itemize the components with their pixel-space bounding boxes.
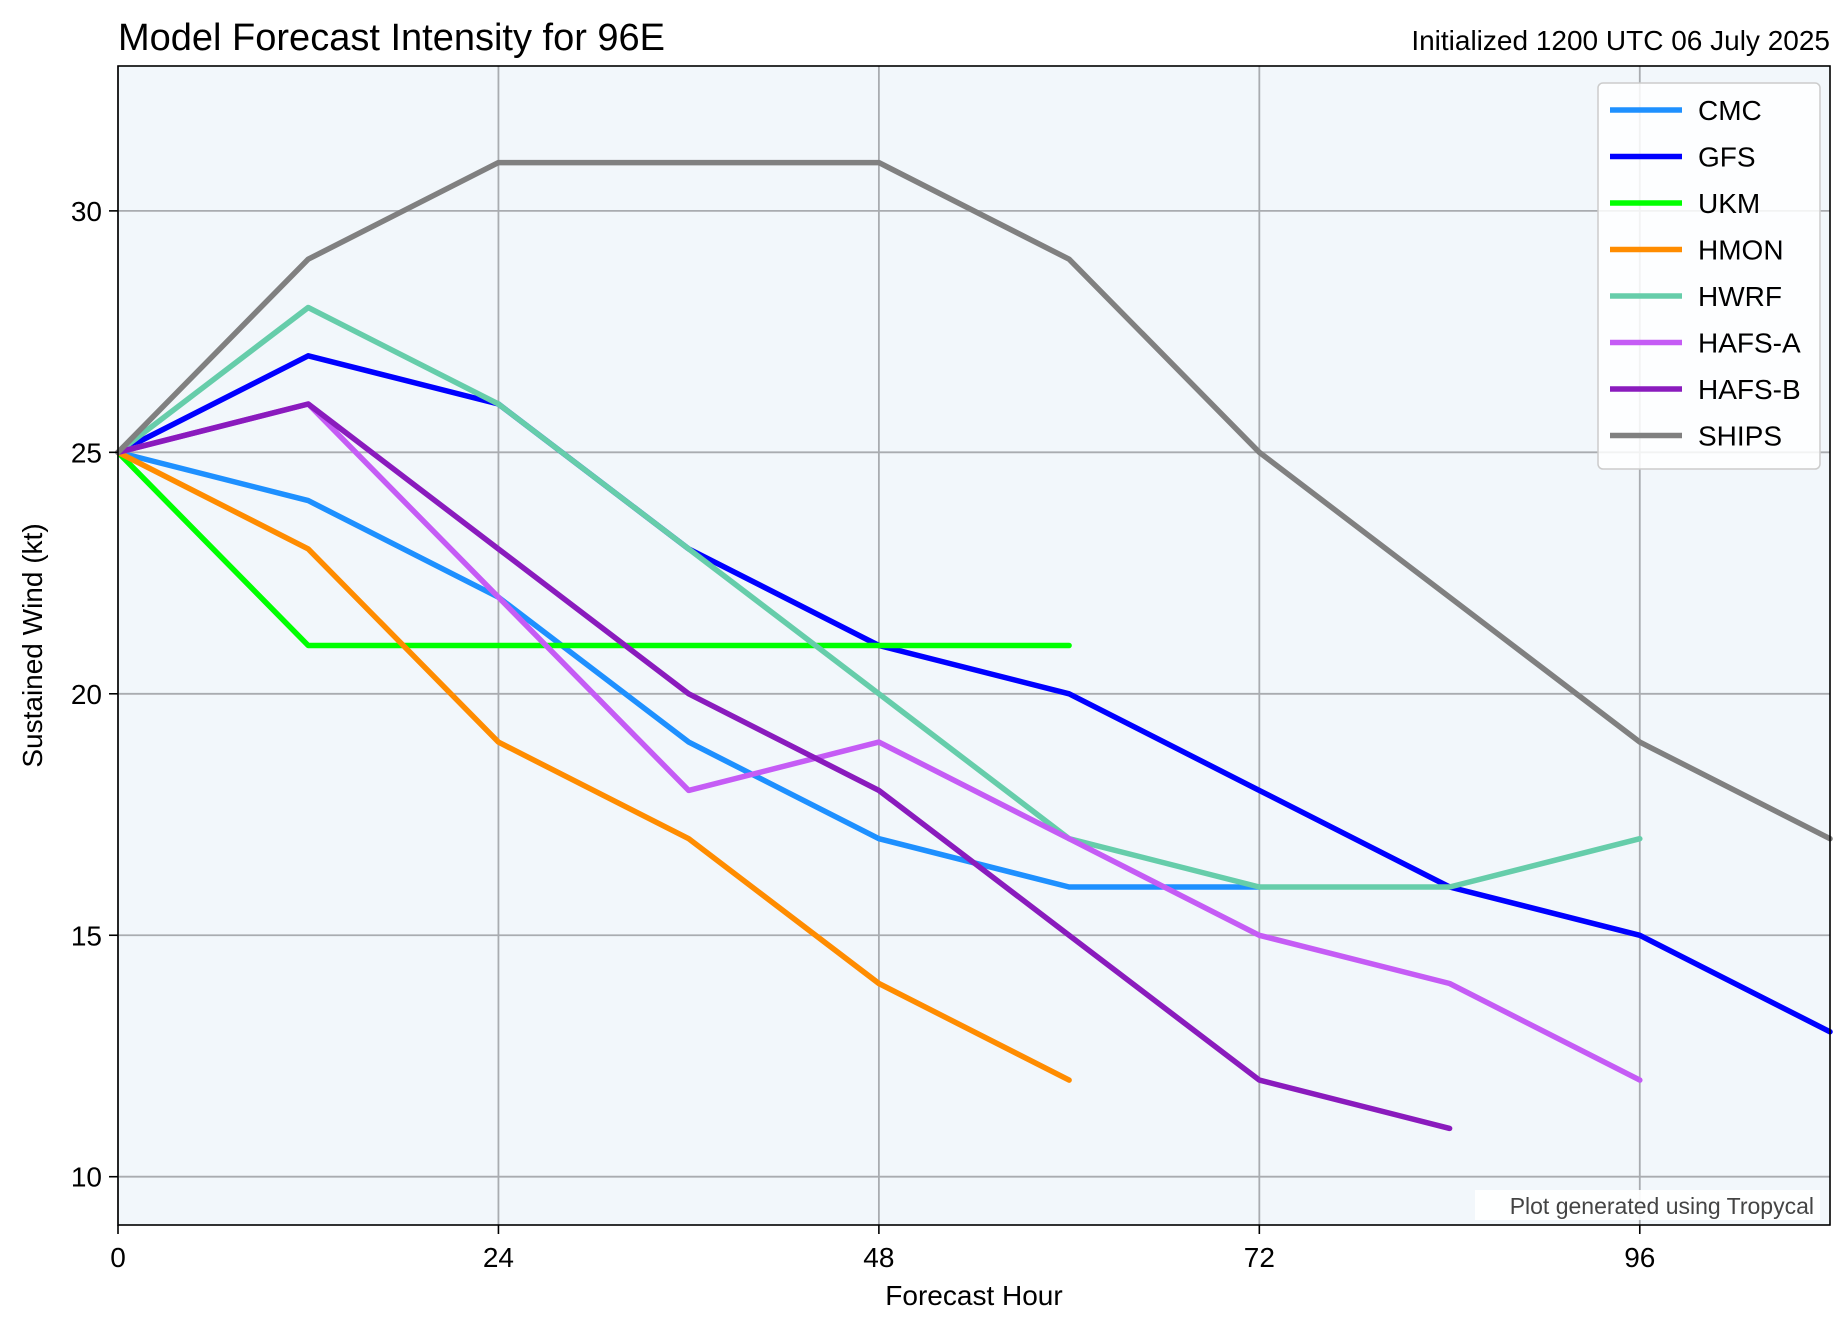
- legend-label-hafs-a: HAFS-A: [1698, 328, 1801, 359]
- plot-frame: [117, 65, 1831, 1226]
- chart-title: Model Forecast Intensity for 96E: [118, 17, 665, 59]
- x-tick-label: 96: [1624, 1242, 1655, 1273]
- y-tick-label: 10: [71, 1162, 102, 1193]
- series-line-hmon: [115, 449, 1072, 1083]
- series-line-ukm: [115, 449, 1072, 649]
- series-line-cmc: [115, 449, 1263, 890]
- x-tick-label: 0: [110, 1242, 126, 1273]
- legend-label-ukm: UKM: [1698, 188, 1760, 219]
- series-line-gfs: [115, 353, 1833, 1035]
- y-tick-label: 30: [71, 196, 102, 227]
- series-line-hwrf: [115, 304, 1643, 890]
- x-axis-label: Forecast Hour: [885, 1280, 1062, 1311]
- legend-label-cmc: CMC: [1698, 95, 1762, 126]
- credit-background: [1475, 1190, 1820, 1220]
- series-line-ships: [115, 159, 1833, 842]
- y-axis-label: Sustained Wind (kt): [17, 523, 48, 767]
- legend: CMC GFS UKM HMON HWRF HAFS-A HAFS-B SHIPS: [1597, 82, 1821, 470]
- x-tick-label: 72: [1244, 1242, 1275, 1273]
- legend-label-ships: SHIPS: [1698, 421, 1782, 452]
- y-tick-label: 15: [71, 920, 102, 951]
- chart-subtitle: Initialized 1200 UTC 06 July 2025: [1411, 25, 1830, 56]
- legend-label-hafs-b: HAFS-B: [1698, 374, 1801, 405]
- y-tick-label: 25: [71, 437, 102, 468]
- credit-text: Plot generated using Tropycal: [1510, 1193, 1814, 1219]
- legend-label-hwrf: HWRF: [1698, 281, 1782, 312]
- legend-box: [1597, 82, 1821, 470]
- x-tick-label: 48: [863, 1242, 894, 1273]
- legend-label-hmon: HMON: [1698, 235, 1784, 266]
- series-lines: [115, 159, 1833, 1132]
- legend-label-gfs: GFS: [1698, 142, 1756, 173]
- series-line-hafs-a: [115, 401, 1643, 1083]
- series-line-hafs-b: [115, 401, 1453, 1132]
- credit-box: Plot generated using Tropycal: [1475, 1190, 1820, 1220]
- y-tick-label: 20: [71, 679, 102, 710]
- x-tick-label: 24: [483, 1242, 514, 1273]
- axis-ticks: 0 24 48 72 96 10 15 20 25 30: [71, 196, 1656, 1273]
